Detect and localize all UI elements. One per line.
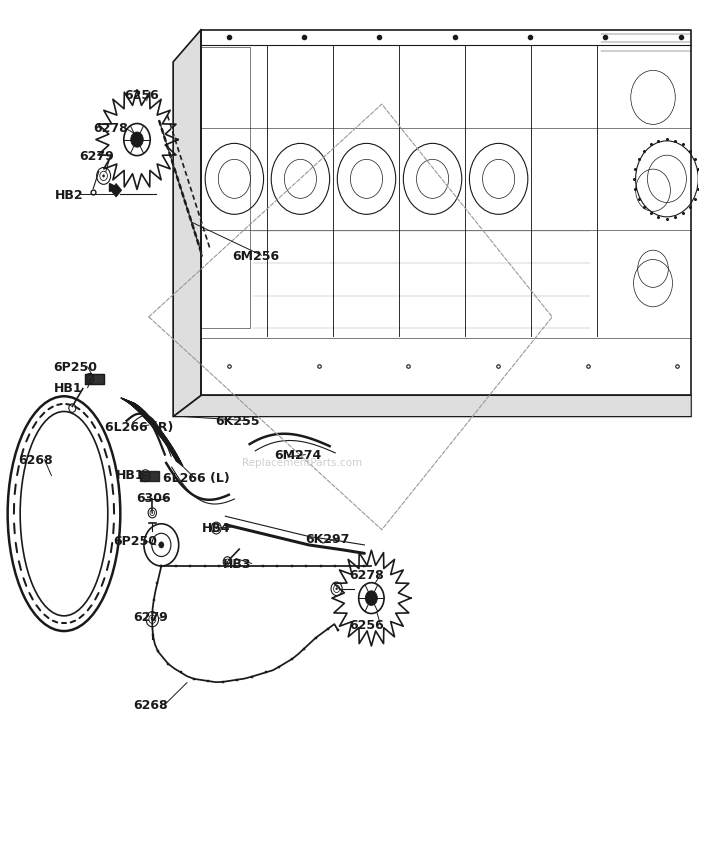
Polygon shape — [161, 437, 170, 443]
Polygon shape — [147, 420, 157, 426]
Text: HB4: HB4 — [202, 522, 231, 535]
Text: 6P250: 6P250 — [114, 535, 157, 548]
Text: 6L266 (L): 6L266 (L) — [163, 472, 229, 484]
Polygon shape — [121, 398, 135, 404]
Polygon shape — [164, 442, 173, 448]
Polygon shape — [122, 399, 135, 404]
Polygon shape — [174, 456, 182, 463]
Polygon shape — [150, 424, 161, 430]
Polygon shape — [125, 400, 137, 405]
Text: 6256: 6256 — [349, 619, 384, 632]
Polygon shape — [173, 30, 201, 416]
Polygon shape — [149, 422, 158, 428]
Polygon shape — [153, 428, 163, 434]
Polygon shape — [131, 405, 144, 411]
Polygon shape — [132, 405, 144, 411]
Polygon shape — [127, 401, 139, 407]
Polygon shape — [168, 447, 176, 454]
Polygon shape — [170, 450, 178, 456]
Polygon shape — [124, 400, 137, 405]
Circle shape — [365, 591, 377, 605]
Polygon shape — [176, 460, 183, 467]
Polygon shape — [158, 433, 167, 439]
Text: HB1: HB1 — [53, 382, 82, 395]
Text: 6256: 6256 — [125, 89, 159, 102]
Polygon shape — [142, 415, 153, 421]
Text: 6M274: 6M274 — [274, 449, 321, 462]
Polygon shape — [134, 407, 146, 413]
Polygon shape — [171, 451, 179, 458]
Polygon shape — [111, 184, 122, 197]
Polygon shape — [173, 455, 180, 462]
Text: 6279: 6279 — [133, 611, 168, 624]
Circle shape — [89, 377, 90, 379]
Polygon shape — [136, 409, 148, 415]
Polygon shape — [139, 411, 150, 417]
Polygon shape — [163, 439, 171, 445]
Polygon shape — [165, 443, 174, 450]
Circle shape — [144, 475, 146, 477]
Text: 6278: 6278 — [93, 122, 128, 135]
Circle shape — [336, 588, 337, 590]
Circle shape — [131, 132, 143, 147]
Text: 6279: 6279 — [79, 150, 114, 163]
Polygon shape — [125, 400, 139, 406]
Polygon shape — [143, 416, 154, 422]
Polygon shape — [168, 446, 175, 452]
Polygon shape — [137, 410, 149, 416]
Polygon shape — [172, 453, 179, 460]
Polygon shape — [128, 403, 141, 408]
Text: 6P250: 6P250 — [53, 361, 97, 374]
Polygon shape — [133, 406, 145, 412]
Polygon shape — [140, 412, 151, 419]
Text: ReplacementParts.com: ReplacementParts.com — [242, 458, 362, 468]
Polygon shape — [175, 458, 182, 465]
Text: 6278: 6278 — [349, 569, 384, 581]
Polygon shape — [158, 434, 168, 440]
Polygon shape — [157, 432, 166, 438]
Polygon shape — [144, 417, 156, 423]
Text: 6K297: 6K297 — [306, 533, 350, 547]
Polygon shape — [163, 440, 172, 447]
Text: 6268: 6268 — [133, 699, 168, 711]
Text: 6M256: 6M256 — [232, 250, 280, 263]
Polygon shape — [151, 425, 161, 431]
Circle shape — [227, 561, 228, 563]
Text: 6K255: 6K255 — [215, 415, 259, 428]
Circle shape — [158, 541, 164, 548]
Circle shape — [151, 512, 153, 513]
Polygon shape — [152, 426, 162, 433]
Text: 6268: 6268 — [18, 454, 53, 467]
Circle shape — [215, 527, 217, 529]
Polygon shape — [141, 414, 152, 420]
Polygon shape — [140, 472, 159, 481]
Polygon shape — [173, 395, 691, 416]
Polygon shape — [130, 404, 142, 409]
Polygon shape — [85, 374, 104, 384]
Text: 6306: 6306 — [136, 492, 171, 505]
Polygon shape — [147, 421, 158, 427]
Circle shape — [102, 174, 104, 177]
Text: HB2: HB2 — [55, 189, 83, 201]
Polygon shape — [155, 429, 165, 436]
Polygon shape — [123, 399, 136, 405]
Polygon shape — [128, 402, 140, 408]
Polygon shape — [130, 404, 143, 410]
Polygon shape — [144, 416, 154, 422]
Polygon shape — [146, 418, 156, 425]
Polygon shape — [154, 428, 163, 434]
Polygon shape — [135, 408, 147, 414]
Circle shape — [151, 618, 154, 620]
Polygon shape — [166, 445, 175, 451]
Polygon shape — [156, 431, 165, 437]
Polygon shape — [160, 435, 169, 442]
Text: HB1: HB1 — [116, 469, 144, 482]
Polygon shape — [169, 449, 177, 456]
Text: HB3: HB3 — [222, 558, 251, 571]
Text: 6L266 (R): 6L266 (R) — [105, 421, 173, 434]
Polygon shape — [149, 422, 159, 429]
Polygon shape — [161, 438, 170, 445]
Polygon shape — [138, 411, 149, 416]
